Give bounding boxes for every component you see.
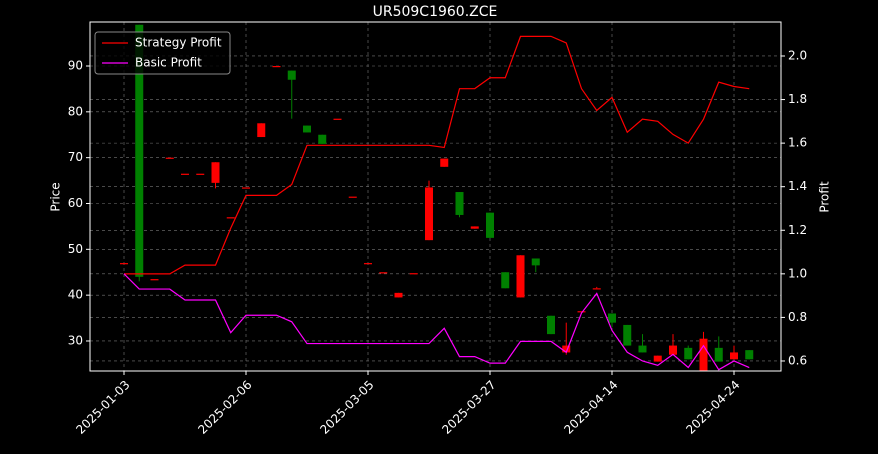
line-series xyxy=(123,273,750,371)
candle-body xyxy=(150,279,159,281)
candle-body xyxy=(165,157,174,159)
candle-body xyxy=(287,70,296,80)
y2-tick-label: 0.8 xyxy=(788,310,807,324)
candle-body xyxy=(272,65,281,68)
candle-body xyxy=(516,255,525,298)
chart-title: UR509C1960.ZCE xyxy=(373,4,498,20)
candle-body xyxy=(135,24,144,277)
candle-body xyxy=(455,192,464,215)
candle-body xyxy=(226,217,235,219)
candle-body xyxy=(669,345,677,355)
candle-body xyxy=(714,347,723,362)
candle-body xyxy=(348,196,357,198)
candle-body xyxy=(577,311,586,313)
candle-body xyxy=(531,258,540,266)
candle-body xyxy=(562,345,571,353)
y2-tick-label: 1.6 xyxy=(788,136,807,150)
y-tick-label: 40 xyxy=(68,288,83,302)
candle-body xyxy=(501,272,510,289)
legend: Strategy Profit Basic Profit xyxy=(94,31,231,75)
candle-body xyxy=(608,313,616,323)
candle-body xyxy=(318,134,327,144)
y-tick-label: 30 xyxy=(68,333,83,347)
candle-body xyxy=(470,226,479,229)
candle-body xyxy=(211,162,220,183)
candle-body xyxy=(120,263,128,265)
y-tick-label: 50 xyxy=(68,242,83,256)
candle-body xyxy=(333,118,342,120)
legend-label: Strategy Profit xyxy=(135,36,222,50)
legend-label: Basic Profit xyxy=(135,56,202,70)
y2-tick-label: 1.8 xyxy=(788,92,807,106)
plot-frame xyxy=(89,21,782,372)
candle-body xyxy=(181,173,189,175)
candle-body xyxy=(425,187,433,241)
y2-tick-label: 2.0 xyxy=(788,48,807,62)
candle-body xyxy=(409,273,418,275)
candle-body xyxy=(653,355,662,362)
candle-body xyxy=(547,315,555,335)
candle-body xyxy=(196,173,205,175)
candle-body xyxy=(745,350,754,360)
candle-body xyxy=(394,292,403,298)
candle-body xyxy=(486,212,494,238)
y-tick-label: 70 xyxy=(68,150,83,164)
candle-body xyxy=(440,158,449,167)
candle-body xyxy=(684,347,693,360)
candle-body xyxy=(303,125,311,133)
candle-body xyxy=(379,272,388,274)
y2-axis-label: Profit xyxy=(818,181,832,213)
y2-tick-label: 1.4 xyxy=(788,179,807,193)
candle-body xyxy=(638,345,647,353)
candle-body xyxy=(730,352,738,360)
y-axis-label: Price xyxy=(49,182,63,211)
candle-body xyxy=(242,187,250,189)
y-tick-label: 80 xyxy=(68,104,83,118)
y-tick-label: 60 xyxy=(68,196,83,210)
candle-body xyxy=(364,263,372,265)
candle-body xyxy=(699,338,708,371)
line-series xyxy=(124,35,750,275)
y2-tick-label: 0.6 xyxy=(788,353,807,367)
legend-box xyxy=(94,31,231,75)
y-tick-label: 90 xyxy=(68,58,83,72)
y2-tick-label: 1.0 xyxy=(788,266,807,280)
candle-body xyxy=(623,324,632,346)
candle-body xyxy=(257,123,266,138)
candle-body xyxy=(592,288,601,290)
y2-tick-label: 1.2 xyxy=(788,223,807,237)
